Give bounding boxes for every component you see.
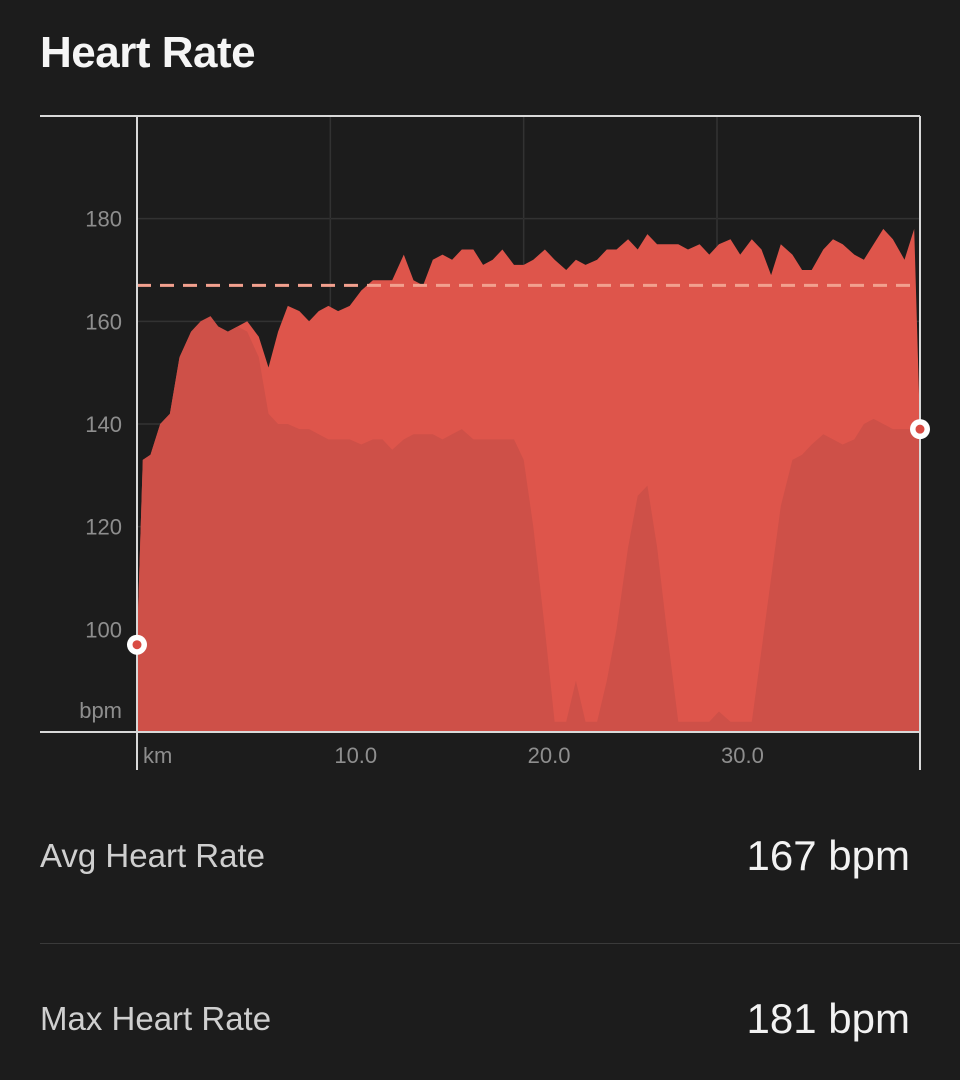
max-heart-rate-label: Max Heart Rate	[40, 1000, 272, 1037]
y-tick-label: 100	[85, 617, 122, 642]
marker-layer	[127, 419, 930, 655]
y-tick-label: 140	[85, 412, 122, 437]
axis-layer	[40, 115, 921, 770]
x-tick-label: 10.0	[334, 743, 377, 768]
area-layer	[137, 228, 920, 732]
y-tick-label: 180	[85, 207, 122, 232]
heart-rate-area-secondary	[137, 316, 920, 732]
y-tick-label: 160	[85, 309, 122, 334]
y-axis-label: bpm	[79, 698, 122, 723]
avg-heart-rate-label: Avg Heart Rate	[40, 837, 266, 874]
x-tick-label: 20.0	[528, 743, 571, 768]
avg-heart-rate-row: Avg Heart Rate 167 bpm	[40, 832, 910, 880]
max-heart-rate-row: Max Heart Rate 181 bpm	[40, 995, 910, 1043]
avg-heart-rate-value: 167 bpm	[746, 832, 910, 879]
y-tick-label: 120	[85, 515, 122, 540]
end-marker-dot	[915, 424, 925, 434]
max-heart-rate-value: 181 bpm	[746, 995, 910, 1042]
x-tick-label: 30.0	[721, 743, 764, 768]
start-marker-dot	[132, 640, 142, 650]
divider	[40, 943, 960, 944]
x-axis-label: km	[143, 743, 172, 768]
section-title: Heart Rate	[40, 28, 256, 77]
